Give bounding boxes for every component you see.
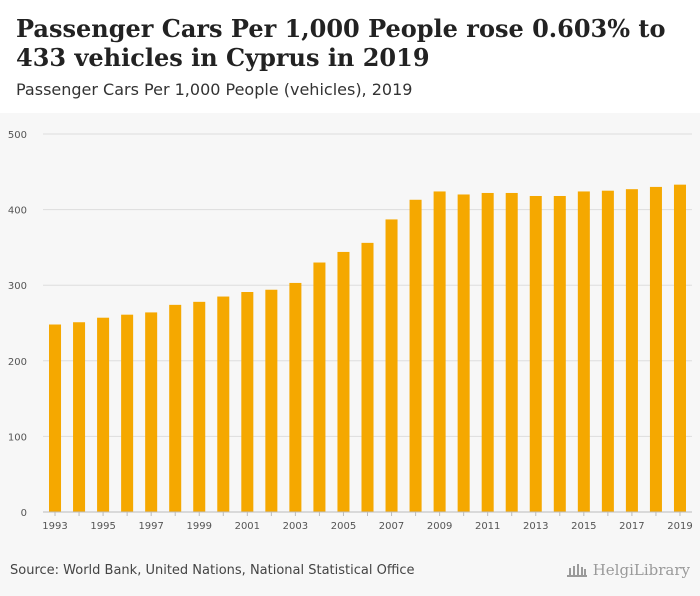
x-tick-label: 2007 [379,521,404,532]
bar-2008[interactable] [409,199,422,512]
brand-logo[interactable]: HelgiLibrary [566,561,690,579]
chart-subtitle: Passenger Cars Per 1,000 People (vehicle… [16,80,413,99]
bar-2010[interactable] [457,194,470,512]
bar-2005[interactable] [337,251,350,512]
x-tick-label: 1999 [187,521,212,532]
plot-area: 0 100 200 300 400 500 1993 1995 1997 1999 2001 2003… [0,113,700,558]
x-tick-label: 1997 [138,521,163,532]
y-tick-label: 500 [8,130,27,141]
bar-2012[interactable] [505,192,518,512]
bar-2017[interactable] [625,189,638,513]
y-tick-label: 300 [8,281,27,292]
axis-layer: 0 100 200 300 400 500 1993 1995 1997 1999 2001 2003… [8,130,693,532]
bar-2006[interactable] [361,242,374,512]
y-tick-label: 0 [21,508,27,519]
chart-footer: Source: World Bank, United Nations, Nati… [0,558,700,596]
x-tick-label: 2011 [475,521,500,532]
y-tick-label: 400 [8,206,27,217]
bar-2011[interactable] [481,192,494,512]
x-tick-label: 2013 [523,521,548,532]
x-tick-label: 2019 [667,521,692,532]
bar-layer [49,184,686,513]
chart-header: Passenger Cars Per 1,000 People rose 0.6… [0,0,700,113]
bar-1998[interactable] [169,304,182,512]
x-tick-label: 1995 [90,521,115,532]
bar-2013[interactable] [529,195,542,512]
bar-2015[interactable] [577,191,590,512]
bar-1995[interactable] [97,317,110,512]
y-tick-label: 200 [8,357,27,368]
source-note: Source: World Bank, United Nations, Nati… [10,563,415,578]
x-tick-label: 2017 [619,521,644,532]
chart-title: Passenger Cars Per 1,000 People rose 0.6… [16,14,666,72]
bar-2002[interactable] [265,289,278,512]
bar-1996[interactable] [121,314,134,512]
bar-2019[interactable] [673,184,686,512]
bar-chart: 0 100 200 300 400 500 1993 1995 1997 1999 2001 2003… [8,130,693,532]
bar-2016[interactable] [601,190,614,512]
x-tick-label: 2009 [427,521,452,532]
y-tick-label: 100 [8,432,27,443]
bar-2007[interactable] [385,219,398,512]
bar-1999[interactable] [193,301,206,512]
bar-2001[interactable] [241,292,254,512]
library-building-icon [566,564,587,577]
x-tick-label: 2005 [331,521,356,532]
x-tick-label: 2003 [283,521,308,532]
bar-2004[interactable] [313,262,326,512]
bar-2009[interactable] [433,191,446,512]
bar-2018[interactable] [649,186,662,513]
x-tick-label: 2001 [235,521,260,532]
bar-2014[interactable] [553,195,566,512]
bar-2003[interactable] [289,282,302,512]
bar-2000[interactable] [217,296,230,512]
bar-1993[interactable] [49,324,62,512]
x-tick-label: 1993 [42,521,67,532]
bar-1994[interactable] [73,322,86,512]
bar-1997[interactable] [145,312,158,512]
brand-name: HelgiLibrary [592,561,690,579]
x-tick-label: 2015 [571,521,596,532]
